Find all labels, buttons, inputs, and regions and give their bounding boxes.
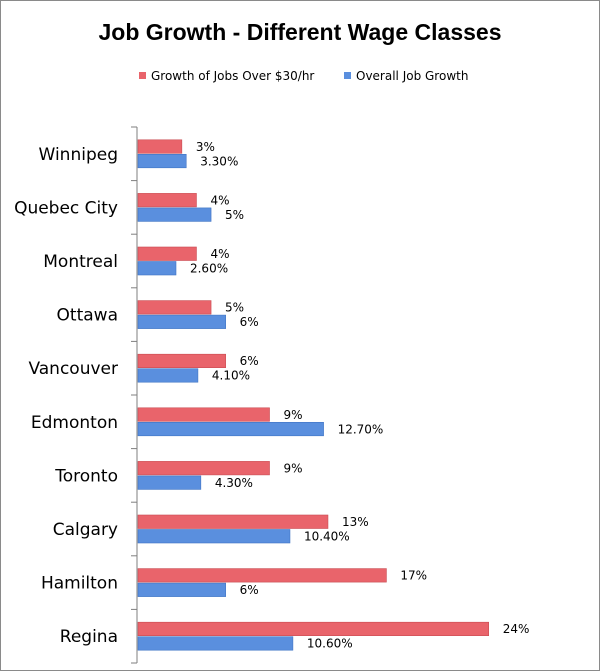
category-label-winnipeg: Winnipeg (39, 145, 118, 165)
value-label-overall-winnipeg: 3.30% (200, 154, 238, 168)
value-label-overall-regina: 10.60% (307, 637, 353, 651)
category-label-toronto: Toronto (54, 466, 118, 486)
bar-overall-edmonton (137, 421, 324, 437)
legend: Growth of Jobs Over $30/hr Overall Job G… (1, 69, 599, 87)
bar-high-wage-hamilton (137, 568, 387, 583)
bar-overall-quebec-city (137, 207, 212, 222)
bar-high-wage-calgary (137, 514, 329, 529)
value-label-high-wage-hamilton: 17% (400, 569, 427, 583)
value-label-overall-ottawa: 6% (240, 315, 259, 329)
bar-overall-montreal (137, 261, 177, 276)
value-label-overall-vancouver: 4.10% (212, 369, 250, 383)
bar-overall-hamilton (137, 582, 226, 597)
category-label-calgary: Calgary (53, 520, 118, 540)
bar-high-wage-ottawa (137, 300, 212, 315)
category-label-montreal: Montreal (43, 252, 118, 272)
category-label-quebec-city: Quebec City (14, 198, 118, 218)
value-label-high-wage-montreal: 4% (210, 247, 229, 261)
value-label-overall-calgary: 10.40% (304, 530, 350, 544)
value-label-high-wage-regina: 24% (503, 622, 530, 636)
bar-overall-winnipeg (137, 154, 187, 169)
bar-high-wage-winnipeg (137, 139, 183, 154)
value-label-overall-edmonton: 12.70% (338, 422, 384, 436)
bar-overall-ottawa (137, 314, 226, 329)
legend-swatch-high-wage (139, 72, 146, 79)
bar-high-wage-regina (137, 621, 489, 637)
category-label-ottawa: Ottawa (57, 306, 118, 326)
value-label-high-wage-edmonton: 9% (284, 408, 303, 422)
value-label-overall-quebec-city: 5% (225, 208, 244, 222)
bar-high-wage-montreal (137, 246, 197, 261)
value-label-overall-hamilton: 6% (240, 583, 259, 597)
category-label-regina: Regina (60, 627, 118, 647)
chart-title: Job Growth - Different Wage Classes (98, 19, 502, 45)
bar-high-wage-quebec-city (137, 193, 197, 208)
legend-swatch-overall (344, 72, 351, 79)
category-label-edmonton: Edmonton (31, 413, 118, 433)
value-label-high-wage-winnipeg: 3% (196, 140, 215, 154)
value-label-overall-toronto: 4.30% (215, 476, 253, 490)
bar-overall-calgary (137, 529, 291, 544)
bar-overall-regina (137, 636, 294, 651)
legend-item-high-wage: Growth of Jobs Over $30/hr (139, 69, 314, 83)
value-label-high-wage-ottawa: 5% (225, 301, 244, 315)
bar-high-wage-edmonton (137, 407, 270, 422)
bar-high-wage-vancouver (137, 353, 226, 369)
value-label-high-wage-quebec-city: 4% (210, 193, 229, 207)
bar-overall-vancouver (137, 368, 199, 383)
category-label-vancouver: Vancouver (28, 359, 118, 379)
value-label-overall-montreal: 2.60% (190, 262, 228, 276)
value-label-high-wage-toronto: 9% (284, 461, 303, 475)
legend-label-overall: Overall Job Growth (356, 69, 469, 83)
category-label-hamilton: Hamilton (41, 574, 118, 594)
legend-item-overall: Overall Job Growth (344, 69, 468, 83)
legend-label-high-wage: Growth of Jobs Over $30/hr (151, 69, 315, 83)
value-label-high-wage-vancouver: 6% (240, 354, 259, 368)
bar-overall-toronto (137, 475, 202, 490)
bar-high-wage-toronto (137, 461, 270, 476)
value-label-high-wage-calgary: 13% (342, 515, 369, 529)
